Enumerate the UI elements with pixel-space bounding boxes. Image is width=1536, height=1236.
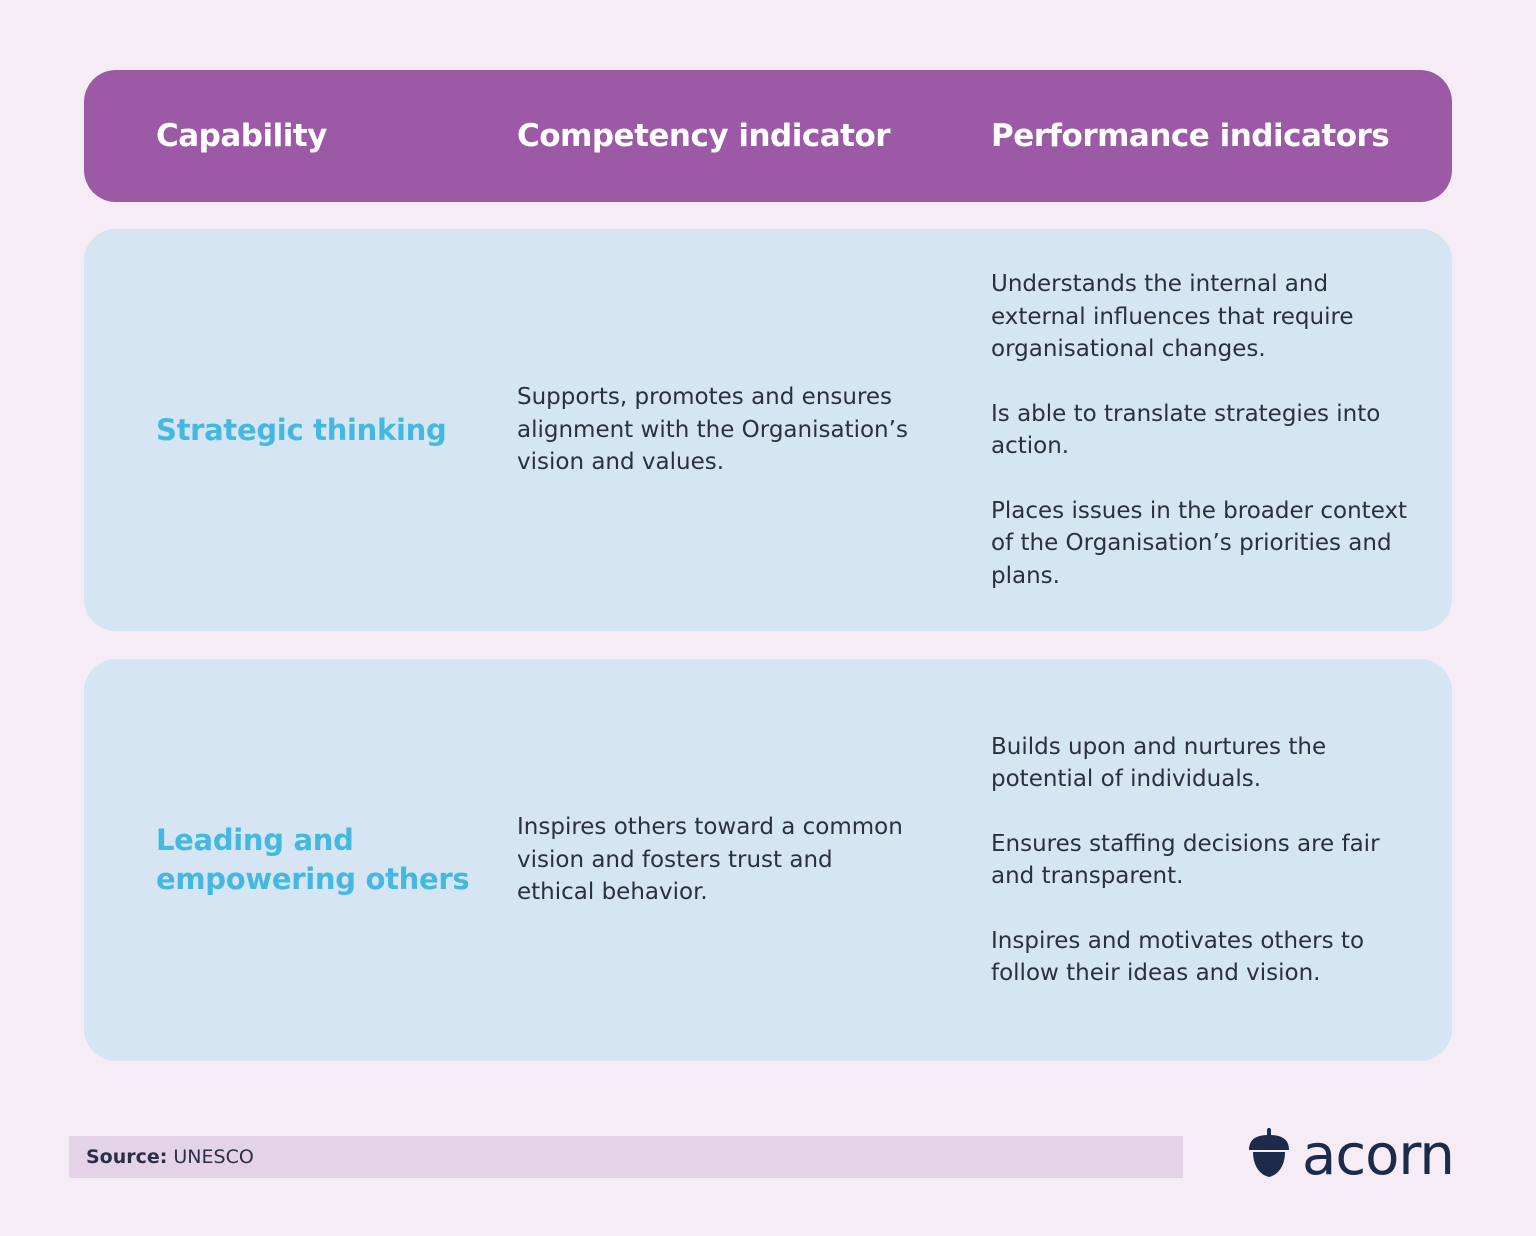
competency-line: alignment with the Organisation’s <box>517 416 908 443</box>
source-label: Source: <box>86 1146 168 1168</box>
capability-cell: Leading and empowering others <box>156 659 486 1061</box>
header-performance-indicators: Performance indicators <box>991 118 1390 154</box>
competency-line: vision and values. <box>517 449 725 476</box>
competency-cell: Supports, promotes and ensures alignment… <box>517 229 927 631</box>
performance-cell: Builds upon and nurtures the potential o… <box>991 659 1411 1061</box>
capability-text: Leading and <box>156 823 354 857</box>
performance-item: Places issues in the broader context of … <box>991 497 1408 589</box>
acorn-logo: acorn <box>1246 1120 1455 1190</box>
performance-cell: Understands the internal and external in… <box>991 229 1411 631</box>
capability-text: Strategic thinking <box>156 412 447 447</box>
competency-line: Supports, promotes and ensures <box>517 384 893 411</box>
header-competency-indicator: Competency indicator <box>517 118 891 154</box>
competency-cell: Inspires others toward a common vision a… <box>517 659 927 1061</box>
table-header: Capability Competency indicator Performa… <box>84 70 1452 202</box>
table-row: Strategic thinking Supports, promotes an… <box>84 229 1452 631</box>
competency-line: Inspires others toward a common <box>517 814 903 841</box>
performance-item: Ensures staffing decisions are fair and … <box>991 830 1380 890</box>
performance-item: Builds upon and nurtures the potential o… <box>991 733 1327 793</box>
competency-line: ethical behavior. <box>517 879 708 906</box>
performance-item: Is able to translate strategies into act… <box>991 400 1381 460</box>
capability-cell: Strategic thinking <box>156 229 486 631</box>
competency-line: vision and fosters trust and <box>517 846 833 873</box>
source-value: UNESCO <box>173 1146 254 1168</box>
acorn-icon <box>1246 1128 1292 1182</box>
logo-text: acorn <box>1302 1122 1455 1188</box>
source-bar: Source: UNESCO <box>69 1136 1183 1178</box>
capability-text: empowering others <box>156 862 470 896</box>
table-row: Leading and empowering others Inspires o… <box>84 659 1452 1061</box>
header-capability: Capability <box>156 118 327 154</box>
performance-item: Inspires and motivates others to follow … <box>991 927 1365 987</box>
performance-item: Understands the internal and external in… <box>991 271 1354 362</box>
